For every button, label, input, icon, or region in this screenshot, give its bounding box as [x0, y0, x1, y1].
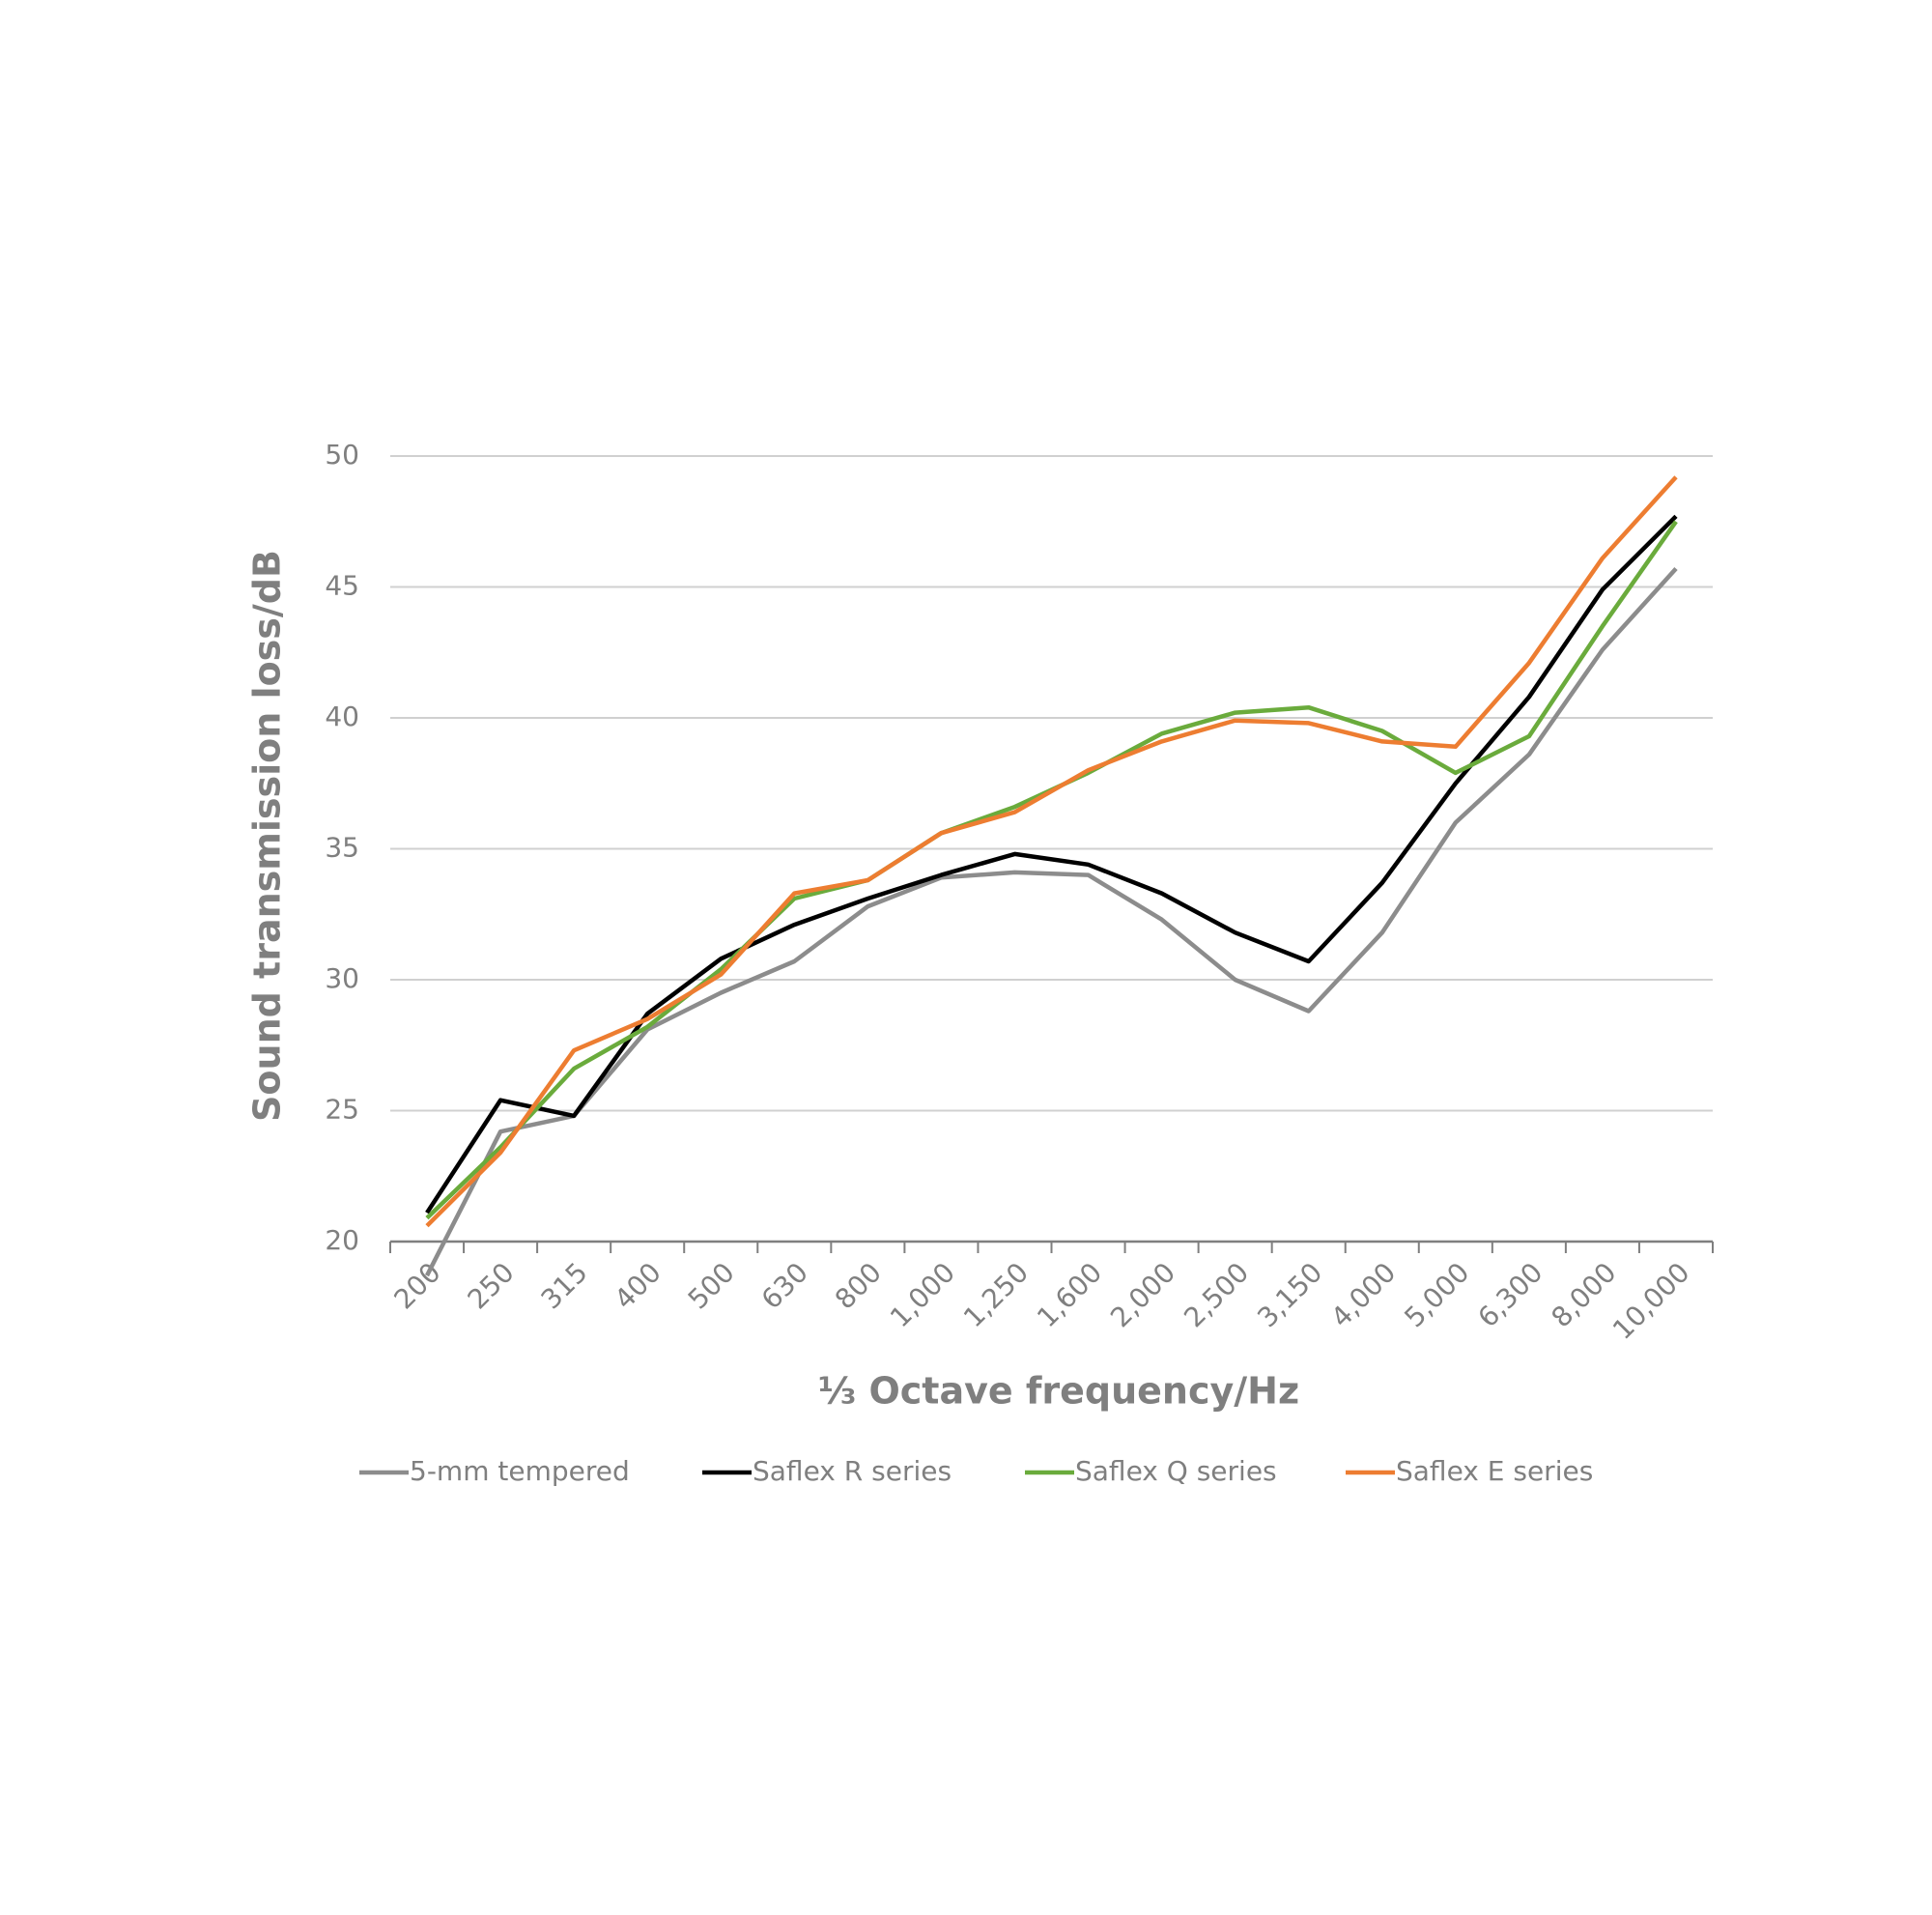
legend-label: Saflex R series — [753, 1455, 952, 1487]
x-tick-label: 800 — [829, 1256, 888, 1315]
x-tick-label: 400 — [609, 1256, 668, 1315]
legend-label: 5-mm tempered — [410, 1455, 630, 1487]
x-tick-label: 4,000 — [1324, 1256, 1402, 1333]
x-tick-label: 5,000 — [1398, 1256, 1475, 1333]
y-tick-label: 25 — [325, 1094, 359, 1126]
x-tick-label: 1,250 — [957, 1256, 1035, 1333]
x-tick-label: 250 — [462, 1256, 521, 1315]
x-tick-label: 1,600 — [1031, 1256, 1108, 1333]
legend-label: Saflex E series — [1396, 1455, 1593, 1487]
x-tick-label: 3,150 — [1251, 1256, 1328, 1333]
series-line — [425, 475, 1678, 1228]
x-tick-label: 1,000 — [884, 1256, 961, 1333]
x-tick-label: 315 — [535, 1256, 594, 1315]
series-line — [424, 566, 1678, 1277]
x-tick-label: 6,300 — [1471, 1256, 1548, 1333]
series-line — [425, 514, 1678, 1215]
y-tick-label: 35 — [325, 832, 359, 864]
x-axis-title: ⅓ Octave frequency/Hz — [818, 1370, 1299, 1413]
x-tick-label: 2,500 — [1178, 1256, 1255, 1333]
x-tick-label: 500 — [682, 1256, 741, 1315]
x-tick-label: 630 — [755, 1256, 814, 1315]
y-tick-label: 50 — [325, 439, 359, 471]
y-tick-label: 30 — [325, 962, 359, 994]
y-tick-label: 40 — [325, 700, 359, 732]
series-line — [425, 520, 1678, 1220]
x-tick-label: 200 — [388, 1256, 447, 1315]
y-tick-label: 45 — [325, 570, 359, 602]
y-axis-title: Sound transmission loss/dB — [246, 550, 289, 1122]
y-tick-label: 20 — [325, 1224, 359, 1256]
x-tick-label: 10,000 — [1606, 1256, 1696, 1346]
x-tick-label: 2,000 — [1104, 1256, 1181, 1333]
legend-label: Saflex Q series — [1075, 1455, 1277, 1487]
